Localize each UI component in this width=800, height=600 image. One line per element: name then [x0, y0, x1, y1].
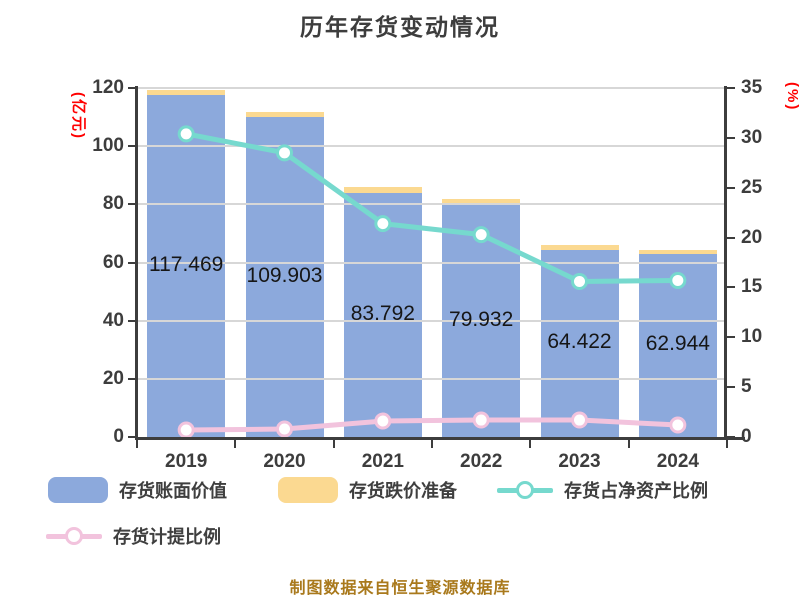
bar-provision — [245, 112, 324, 118]
legend-item-net-asset-ratio: 存货占净资产比例 — [497, 477, 708, 503]
left-axis-tick — [128, 261, 135, 264]
x-axis-tick — [627, 440, 630, 448]
x-axis-label: 2022 — [460, 451, 503, 472]
x-axis-tick — [136, 440, 138, 448]
bar-value-label: 79.932 — [449, 307, 514, 331]
bar-provision — [147, 89, 226, 96]
right-axis-tick — [727, 136, 735, 139]
legend-swatch-provision — [278, 477, 338, 503]
legend-item-accrual-ratio: 存货计提比例 — [46, 523, 221, 549]
legend-item-provision: 存货跌价准备 — [278, 477, 457, 503]
right-axis-tick — [727, 286, 735, 289]
bar-value-label: 83.792 — [350, 302, 415, 326]
x-axis-tick — [726, 440, 728, 448]
right-axis-tick — [727, 436, 735, 438]
x-axis-tick — [234, 440, 237, 448]
bar-provision — [638, 249, 717, 254]
bar-provision — [343, 187, 422, 194]
right-axis-tick-label: 20 — [741, 226, 763, 248]
legend-label: 存货账面价值 — [119, 481, 227, 501]
left-axis-unit-label: (亿元) — [70, 92, 87, 140]
right-axis-tick-label: 0 — [741, 426, 752, 447]
legend-label: 存货计提比例 — [113, 527, 221, 547]
x-axis-line — [135, 437, 745, 440]
right-axis-tick-label: 30 — [741, 126, 763, 148]
left-axis-tick-label: 120 — [92, 77, 124, 98]
left-axis-tick-label: 80 — [102, 193, 124, 215]
right-axis-spine — [724, 86, 727, 440]
legend-marker-accrual-ratio — [46, 527, 102, 545]
right-axis-tick — [727, 87, 735, 89]
legend-item-book-value: 存货账面价值 — [48, 477, 227, 503]
legend-line-point — [65, 527, 83, 545]
left-axis-tick-label: 60 — [102, 251, 124, 273]
left-axis-tick — [128, 377, 135, 380]
left-axis-tick — [128, 145, 135, 148]
left-axis-spine — [135, 86, 138, 440]
right-axis-tick-label: 15 — [741, 276, 763, 298]
left-axis-tick-label: 0 — [113, 426, 124, 447]
gridline — [138, 87, 725, 89]
left-axis-tick — [128, 87, 135, 89]
gridline — [138, 377, 725, 380]
bar-value-label: 62.944 — [645, 332, 710, 356]
source-caption: 制图数据来自恒生聚源数据库 — [289, 580, 511, 597]
x-axis-tick — [332, 440, 335, 448]
gridline — [138, 145, 725, 148]
right-axis-tick-label: 35 — [741, 77, 763, 98]
gridline — [138, 261, 725, 264]
bar-provision — [540, 244, 619, 250]
legend-swatch-book-value — [48, 477, 108, 503]
right-axis-tick-label: 10 — [741, 326, 763, 348]
x-axis-label: 2024 — [656, 451, 699, 472]
x-axis-tick — [431, 440, 433, 448]
right-axis-tick — [727, 236, 735, 239]
right-axis-tick — [727, 386, 735, 389]
chart-title: 历年存货变动情况 — [300, 14, 500, 40]
right-axis-tick — [727, 336, 735, 339]
right-axis-tick-label: 5 — [741, 376, 752, 398]
x-axis-label: 2021 — [361, 451, 404, 472]
x-axis-tick — [529, 440, 532, 448]
left-axis-tick — [128, 203, 135, 206]
right-axis-tick-label: 25 — [741, 176, 763, 198]
bar-value-label: 109.903 — [246, 264, 323, 288]
legend-label: 存货跌价准备 — [349, 481, 457, 501]
left-axis-tick-label: 100 — [92, 135, 124, 157]
gridline — [138, 319, 725, 322]
left-axis-tick — [128, 436, 135, 438]
legend-line-point — [516, 481, 534, 499]
bar-value-label: 117.469 — [148, 253, 224, 277]
legend-label: 存货占净资产比例 — [564, 481, 708, 501]
x-axis-label: 2023 — [558, 451, 601, 472]
right-axis-unit-label: (%) — [784, 82, 800, 112]
left-axis-tick — [128, 319, 135, 322]
right-axis-tick — [727, 186, 735, 189]
x-axis-label: 2020 — [263, 451, 306, 472]
left-axis-tick-label: 20 — [102, 367, 124, 389]
gridline — [138, 203, 725, 206]
legend-marker-net-asset-ratio — [497, 481, 553, 499]
x-axis-label: 2019 — [165, 451, 208, 472]
bar-value-label: 64.422 — [547, 330, 612, 354]
left-axis-tick-label: 40 — [102, 309, 124, 331]
